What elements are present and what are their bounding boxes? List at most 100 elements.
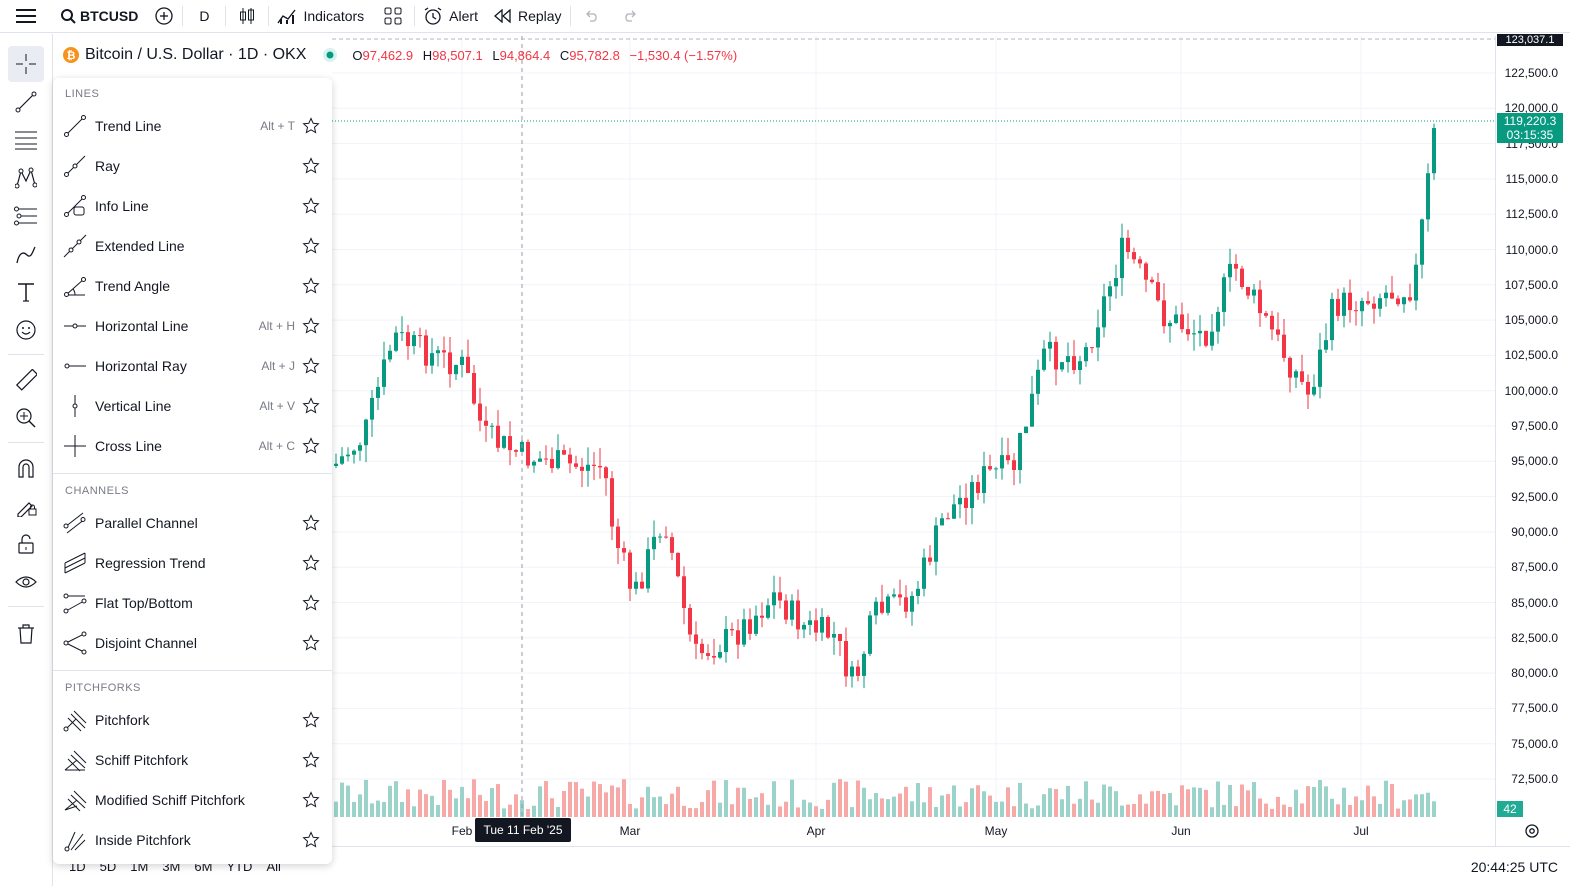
menu-divider xyxy=(53,473,332,474)
menu-item-vertical-line[interactable]: Vertical Line Alt + V xyxy=(53,386,332,426)
candle-body xyxy=(1006,455,1010,461)
replay-button[interactable]: Replay xyxy=(486,0,570,33)
star-icon[interactable] xyxy=(302,277,320,295)
crosshair-icon[interactable] xyxy=(8,46,44,82)
star-icon[interactable] xyxy=(302,437,320,455)
trend-line-icon[interactable] xyxy=(8,84,44,120)
menu-item-horizontal-ray[interactable]: Horizontal Ray Alt + J xyxy=(53,346,332,386)
star-icon[interactable] xyxy=(302,317,320,335)
menu-item-horizontal-line[interactable]: Horizontal Line Alt + H xyxy=(53,306,332,346)
star-icon[interactable] xyxy=(302,634,320,652)
candle-body xyxy=(904,597,908,612)
candle-body xyxy=(1360,300,1364,312)
redo-icon[interactable] xyxy=(611,0,651,33)
menu-item-extended-line[interactable]: Extended Line xyxy=(53,226,332,266)
compare-add-icon[interactable] xyxy=(146,0,182,33)
volume-bar xyxy=(916,783,920,817)
menu-item-flat-top-bottom[interactable]: Flat Top/Bottom xyxy=(53,583,332,623)
undo-icon[interactable] xyxy=(571,0,611,33)
time-axis[interactable]: Feb Mar Apr May Jun Jul xyxy=(332,818,1495,846)
candle-body xyxy=(814,620,818,633)
volume-bar xyxy=(1102,784,1106,817)
volume-bar xyxy=(1360,800,1364,817)
volume-bar xyxy=(400,801,404,817)
lock-drawing-icon[interactable] xyxy=(8,488,44,524)
star-icon[interactable] xyxy=(302,554,320,572)
volume-bar xyxy=(868,799,872,817)
trash-icon[interactable] xyxy=(8,616,44,652)
interval-button[interactable]: D xyxy=(183,0,225,33)
star-icon[interactable] xyxy=(302,514,320,532)
star-icon[interactable] xyxy=(302,831,320,849)
ray-icon xyxy=(64,155,86,177)
volume-bar xyxy=(1012,806,1016,817)
menu-item-pitchfork[interactable]: Pitchfork xyxy=(53,700,332,740)
ruler-icon[interactable] xyxy=(8,362,44,398)
menu-item-ray[interactable]: Ray xyxy=(53,146,332,186)
settings-gear-icon[interactable] xyxy=(1524,823,1540,839)
star-icon[interactable] xyxy=(302,157,320,175)
price-label: 120,000.0 xyxy=(1504,101,1558,116)
star-icon[interactable] xyxy=(302,711,320,729)
menu-item-modified-schiff-pitchfork[interactable]: Modified Schiff Pitchfork xyxy=(53,780,332,820)
brush-icon[interactable] xyxy=(8,236,44,272)
star-icon[interactable] xyxy=(302,237,320,255)
volume-bar xyxy=(958,806,962,817)
symbol-label: BTCUSD xyxy=(80,8,139,24)
menu-item-trend-line[interactable]: Trend Line Alt + T xyxy=(53,106,332,146)
menu-item-parallel-channel[interactable]: Parallel Channel xyxy=(53,503,332,543)
unlock-icon[interactable] xyxy=(8,526,44,562)
price-chart[interactable] xyxy=(332,36,1495,846)
trend-line-icon xyxy=(64,115,86,137)
top-price-tag: 123,037.1 xyxy=(1497,34,1563,46)
star-icon[interactable] xyxy=(302,751,320,769)
volume-bar xyxy=(1060,799,1064,817)
candle-body xyxy=(1078,361,1082,371)
price-axis[interactable]: 122,500.0 120,000.0 117,500.0 115,000.0 112,… xyxy=(1495,36,1570,846)
volume-bar xyxy=(1096,802,1100,817)
fib-retracement-icon[interactable] xyxy=(8,122,44,158)
menu-item-trend-angle[interactable]: Trend Angle xyxy=(53,266,332,306)
candle-body xyxy=(1414,264,1418,301)
candle-body xyxy=(1366,300,1370,304)
emoji-icon[interactable] xyxy=(8,312,44,348)
candle-body xyxy=(1168,322,1172,327)
volume-bar xyxy=(736,787,740,817)
zoom-in-icon[interactable] xyxy=(8,400,44,436)
star-icon[interactable] xyxy=(302,594,320,612)
eye-icon[interactable] xyxy=(8,564,44,600)
candle-body xyxy=(1378,298,1382,309)
pattern-icon[interactable] xyxy=(8,160,44,196)
candle-body xyxy=(394,332,398,351)
candles-icon[interactable] xyxy=(226,0,268,33)
candle-body xyxy=(1426,173,1430,220)
menu-icon[interactable] xyxy=(0,0,52,33)
candle-body xyxy=(1180,314,1184,330)
menu-item-regression-trend[interactable]: Regression Trend xyxy=(53,543,332,583)
menu-item-label: Cross Line xyxy=(95,438,162,454)
indicators-button[interactable]: Indicators xyxy=(269,0,372,33)
utc-clock[interactable]: 20:44:25 UTC xyxy=(1470,859,1558,875)
star-icon[interactable] xyxy=(302,357,320,375)
forecasting-icon[interactable] xyxy=(8,198,44,234)
layouts-icon[interactable] xyxy=(372,0,414,33)
menu-item-info-line[interactable]: Info Line xyxy=(53,186,332,226)
star-icon[interactable] xyxy=(302,117,320,135)
volume-bar xyxy=(514,794,518,817)
volume-bar xyxy=(784,801,788,817)
symbol-search-button[interactable]: BTCUSD xyxy=(52,0,146,33)
menu-item-schiff-pitchfork[interactable]: Schiff Pitchfork xyxy=(53,740,332,780)
star-icon[interactable] xyxy=(302,791,320,809)
candle-body xyxy=(622,548,626,553)
menu-item-inside-pitchfork[interactable]: Inside Pitchfork xyxy=(53,820,332,860)
star-icon[interactable] xyxy=(302,397,320,415)
alert-button[interactable]: Alert xyxy=(415,0,486,33)
magnet-icon[interactable] xyxy=(8,450,44,486)
menu-item-cross-line[interactable]: Cross Line Alt + C xyxy=(53,426,332,466)
text-icon[interactable] xyxy=(8,274,44,310)
volume-bar xyxy=(1348,804,1352,817)
star-icon[interactable] xyxy=(302,197,320,215)
volume-bar xyxy=(1408,799,1412,817)
menu-item-disjoint-channel[interactable]: Disjoint Channel xyxy=(53,623,332,663)
symbol-title[interactable]: Bitcoin / U.S. Dollar · 1D · OKX xyxy=(85,46,307,63)
